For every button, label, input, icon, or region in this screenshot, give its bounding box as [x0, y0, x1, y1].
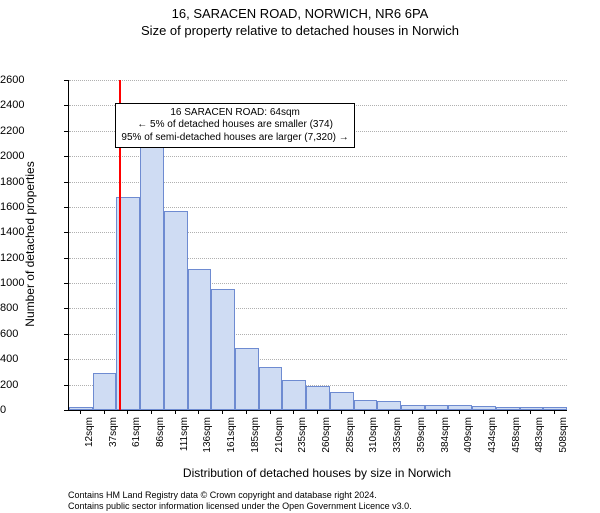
y-tick-mark [64, 359, 68, 360]
x-tick-label: 409sqm [463, 417, 474, 467]
x-tick-label: 285sqm [345, 417, 356, 467]
page-address: 16, SARACEN ROAD, NORWICH, NR6 6PA [0, 6, 600, 21]
x-tick-label: 235sqm [297, 417, 308, 467]
histogram-bar [69, 407, 93, 410]
histogram-bar [235, 348, 259, 410]
x-tick-label: 86sqm [155, 417, 166, 467]
x-tick-label: 161sqm [226, 417, 237, 467]
x-tick-mark [293, 410, 294, 414]
x-tick-label: 61sqm [131, 417, 142, 467]
annotation-line: 16 SARACEN ROAD: 64sqm [121, 107, 348, 120]
y-tick-mark [64, 308, 68, 309]
x-tick-mark [317, 410, 318, 414]
histogram-bar [401, 405, 425, 410]
x-tick-mark [246, 410, 247, 414]
histogram-bar [93, 373, 117, 410]
x-tick-label: 508sqm [558, 417, 569, 467]
y-tick-label: 200 [0, 379, 62, 391]
y-tick-mark [64, 334, 68, 335]
x-tick-label: 37sqm [108, 417, 119, 467]
x-tick-mark [530, 410, 531, 414]
histogram-bar [330, 392, 354, 410]
y-tick-mark [64, 283, 68, 284]
y-tick-mark [64, 80, 68, 81]
histogram-bar [377, 401, 401, 410]
x-tick-mark [270, 410, 271, 414]
annotation-line: ← 5% of detached houses are smaller (374… [121, 119, 348, 132]
annotation-line: 95% of semi-detached houses are larger (… [121, 132, 348, 145]
x-axis-label: Distribution of detached houses by size … [167, 466, 467, 480]
x-tick-mark [436, 410, 437, 414]
histogram-bar [188, 269, 212, 410]
y-tick-label: 400 [0, 353, 62, 365]
x-tick-label: 210sqm [274, 417, 285, 467]
x-tick-label: 458sqm [511, 417, 522, 467]
y-tick-label: 2200 [0, 125, 62, 137]
x-tick-label: 136sqm [202, 417, 213, 467]
y-tick-mark [64, 258, 68, 259]
y-tick-label: 2600 [0, 74, 62, 86]
histogram-bar [140, 140, 164, 410]
histogram-bar [164, 211, 188, 410]
y-axis-label: Number of detached properties [23, 144, 37, 344]
histogram-bar [354, 400, 378, 410]
y-tick-mark [64, 232, 68, 233]
x-tick-mark [507, 410, 508, 414]
x-tick-label: 384sqm [440, 417, 451, 467]
page-subtitle: Size of property relative to detached ho… [0, 23, 600, 38]
x-tick-mark [412, 410, 413, 414]
x-tick-mark [341, 410, 342, 414]
y-tick-mark [64, 207, 68, 208]
x-tick-mark [198, 410, 199, 414]
x-tick-mark [554, 410, 555, 414]
credits-block: Contains HM Land Registry data © Crown c… [68, 490, 412, 513]
x-tick-mark [151, 410, 152, 414]
histogram-bar [282, 380, 306, 410]
x-tick-mark [175, 410, 176, 414]
x-tick-mark [388, 410, 389, 414]
x-tick-label: 12sqm [84, 417, 95, 467]
x-tick-mark [104, 410, 105, 414]
grid-line [69, 80, 567, 81]
x-tick-label: 434sqm [487, 417, 498, 467]
x-tick-label: 185sqm [250, 417, 261, 467]
x-tick-mark [364, 410, 365, 414]
annotation-box: 16 SARACEN ROAD: 64sqm← 5% of detached h… [115, 103, 354, 149]
x-tick-mark [127, 410, 128, 414]
x-tick-mark [459, 410, 460, 414]
y-tick-label: 2400 [0, 99, 62, 111]
y-tick-mark [64, 182, 68, 183]
histogram-bar [211, 289, 235, 410]
credits-line: Contains public sector information licen… [68, 501, 412, 512]
y-tick-mark [64, 156, 68, 157]
x-tick-mark [483, 410, 484, 414]
y-tick-mark [64, 105, 68, 106]
histogram-bar [306, 386, 330, 410]
histogram-bar [259, 367, 283, 410]
x-tick-label: 310sqm [368, 417, 379, 467]
y-tick-label: 0 [0, 404, 62, 416]
x-tick-mark [80, 410, 81, 414]
x-tick-mark [222, 410, 223, 414]
x-tick-label: 335sqm [392, 417, 403, 467]
x-tick-label: 359sqm [416, 417, 427, 467]
x-tick-label: 111sqm [179, 417, 190, 467]
x-tick-label: 260sqm [321, 417, 332, 467]
x-tick-label: 483sqm [534, 417, 545, 467]
y-tick-mark [64, 131, 68, 132]
y-tick-mark [64, 385, 68, 386]
y-tick-mark [64, 410, 68, 411]
